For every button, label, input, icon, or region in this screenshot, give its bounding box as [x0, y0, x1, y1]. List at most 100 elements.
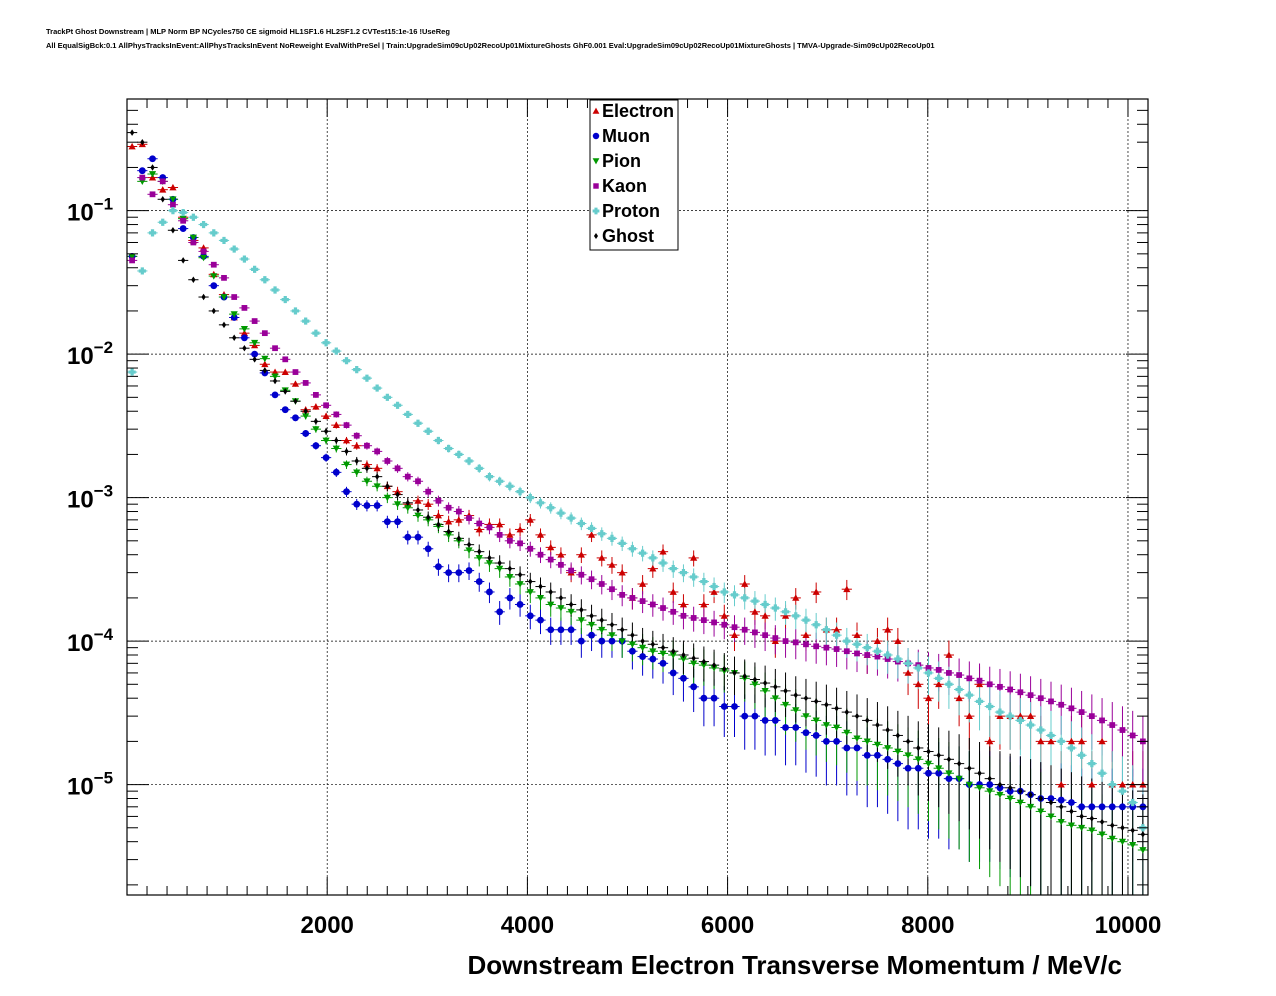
data-point: [179, 225, 187, 232]
series-kaon-errors: [127, 176, 1148, 786]
data-point: [272, 377, 278, 385]
data-point: [761, 687, 769, 695]
data-point: [1037, 737, 1045, 745]
data-point: [1088, 713, 1095, 720]
data-point: [1099, 818, 1105, 826]
data-point: [669, 565, 677, 573]
data-point: [477, 548, 482, 555]
data-point: [761, 612, 769, 619]
legend-marker: [592, 107, 600, 114]
data-point: [312, 403, 320, 410]
data-point: [312, 329, 320, 337]
data-point: [363, 374, 371, 382]
data-point: [874, 653, 881, 660]
data-point: [434, 563, 442, 571]
data-point: [496, 531, 503, 538]
data-point: [680, 612, 687, 619]
data-point: [577, 519, 585, 528]
data-point: [914, 756, 922, 763]
data-point: [711, 661, 717, 669]
data-point: [1118, 838, 1127, 846]
data-point: [1078, 803, 1086, 811]
data-point: [496, 565, 504, 573]
data-point: [313, 392, 319, 398]
data-point: [149, 191, 156, 198]
data-point: [506, 537, 513, 544]
data-point: [516, 601, 524, 608]
data-point: [343, 488, 350, 496]
data-point: [1108, 803, 1116, 811]
data-point: [884, 755, 892, 763]
data-point: [455, 516, 463, 523]
data-point: [926, 748, 931, 755]
data-point: [384, 458, 391, 464]
data-point: [516, 525, 524, 533]
x-tick-label: 4000: [501, 912, 554, 939]
data-point: [700, 577, 708, 586]
data-point: [536, 595, 545, 602]
data-point: [649, 648, 657, 655]
data-point: [1067, 744, 1076, 752]
data-point: [322, 437, 330, 445]
data-point: [1006, 787, 1014, 795]
data-point: [128, 142, 136, 150]
data-point: [649, 565, 657, 572]
data-point: [271, 368, 279, 375]
data-point: [1008, 784, 1013, 792]
data-point: [598, 637, 606, 645]
data-point: [975, 697, 984, 705]
data-point: [271, 286, 279, 294]
data-point: [262, 367, 267, 374]
data-point: [1047, 813, 1055, 821]
data-point: [720, 588, 728, 596]
data-point: [822, 722, 830, 729]
data-point: [1109, 722, 1116, 728]
data-point: [802, 616, 810, 624]
data-point: [904, 669, 912, 676]
data-point: [1057, 818, 1065, 826]
data-point: [436, 521, 441, 528]
data-point: [771, 717, 779, 724]
data-point: [475, 578, 483, 585]
data-point: [1017, 689, 1024, 696]
data-point: [639, 644, 647, 652]
data-point: [221, 321, 227, 329]
data-point: [506, 594, 514, 602]
data-point: [220, 294, 228, 301]
data-point: [608, 561, 616, 568]
series-kaon: [129, 174, 1146, 745]
data-point: [996, 712, 1004, 720]
data-point: [199, 254, 208, 262]
legend-box: [589, 99, 679, 251]
data-point: [476, 520, 483, 527]
data-point: [200, 248, 207, 255]
data-point: [179, 208, 187, 217]
data-point: [1108, 835, 1116, 843]
data-point: [936, 752, 941, 759]
data-point: [383, 393, 391, 401]
data-point: [629, 595, 636, 601]
data-point: [761, 717, 769, 724]
data-point: [485, 473, 494, 481]
data-point: [159, 218, 167, 226]
legend-marker: [592, 132, 600, 140]
data-point: [281, 406, 289, 414]
data-point: [671, 647, 676, 655]
data-point: [639, 580, 647, 587]
data-point: [281, 295, 289, 304]
data-point: [669, 588, 677, 595]
data-point: [1059, 803, 1064, 811]
data-point: [904, 752, 912, 759]
data-point: [710, 694, 718, 702]
axis-tick-labels: 2000 4000 6000 8000 10000 10−1 10−2 10−3 10−4 10−…: [67, 195, 1161, 939]
data-point: [261, 330, 268, 337]
data-point: [792, 724, 800, 731]
data-point: [312, 426, 320, 433]
data-point: [853, 744, 861, 752]
data-point: [577, 617, 585, 624]
data-point: [945, 680, 953, 688]
data-point: [313, 418, 319, 425]
data-point: [568, 601, 574, 608]
x-tick-label: 8000: [901, 912, 954, 939]
data-point: [792, 612, 800, 620]
